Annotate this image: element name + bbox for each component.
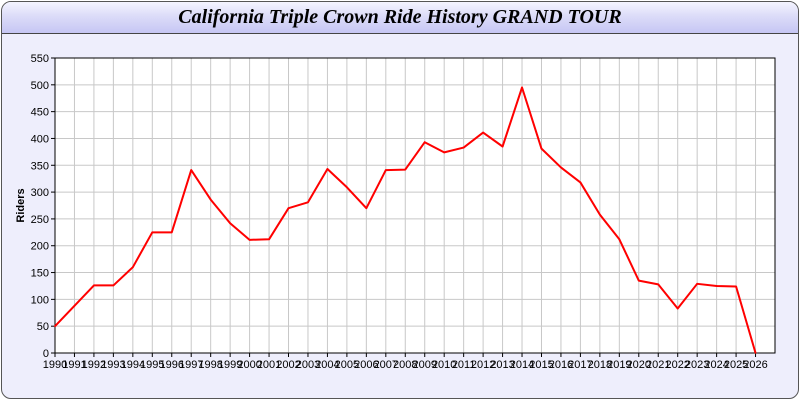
x-tick-label: 2023	[685, 359, 709, 371]
y-tick-label: 0	[43, 348, 49, 360]
y-tick-label: 150	[31, 268, 49, 280]
data-point	[657, 283, 660, 286]
data-point	[462, 146, 465, 149]
data-point	[170, 231, 173, 234]
x-tick-label: 2020	[627, 359, 651, 371]
x-tick-label: 1997	[179, 359, 203, 371]
data-point	[151, 231, 154, 234]
x-tick-label: 1993	[101, 359, 125, 371]
data-point	[385, 169, 387, 171]
x-tick-label: 1994	[121, 359, 145, 371]
data-point	[482, 131, 484, 134]
title-bar: California Triple Crown Ride History GRA…	[2, 2, 798, 34]
data-point	[93, 284, 95, 287]
y-tick-label: 100	[31, 294, 49, 306]
y-tick-label: 450	[31, 107, 49, 119]
data-point	[676, 307, 679, 310]
data-point	[540, 147, 543, 150]
x-tick-label: 1998	[198, 359, 222, 371]
x-tick-label: 2005	[335, 359, 359, 371]
x-tick-label: 2024	[704, 359, 728, 371]
x-tick-label: 2021	[646, 359, 670, 371]
y-axis-label: Riders	[15, 188, 27, 222]
x-tick-label: 2025	[724, 359, 748, 371]
y-tick-label: 200	[31, 241, 49, 253]
x-tick-label: 2013	[490, 359, 514, 371]
y-tick-label: 500	[31, 80, 49, 92]
x-tick-label: 2022	[665, 359, 689, 371]
x-tick-label: 1992	[82, 359, 106, 371]
x-tick-label: 2009	[412, 359, 436, 371]
x-tick-label: 2026	[743, 359, 767, 371]
data-point	[754, 352, 757, 354]
data-point	[248, 239, 251, 241]
x-tick-label: 2001	[257, 359, 281, 371]
x-tick-label: 2011	[452, 359, 476, 371]
data-point	[326, 168, 329, 170]
y-tick-label: 300	[31, 187, 49, 199]
plot-area	[55, 58, 775, 353]
x-tick-label: 2002	[276, 359, 300, 371]
x-tick-label: 1999	[218, 359, 242, 371]
x-tick-label: 2010	[432, 359, 456, 371]
data-point	[73, 305, 76, 307]
x-tick-label: 1990	[43, 359, 67, 371]
data-point	[190, 169, 193, 171]
data-point	[404, 168, 407, 171]
data-point	[735, 285, 737, 288]
data-point	[346, 186, 348, 189]
x-tick-label: 2012	[471, 359, 495, 371]
data-point	[54, 325, 56, 327]
x-tick-label: 2015	[529, 359, 553, 371]
data-point	[287, 207, 290, 209]
x-tick-label: 2007	[374, 359, 398, 371]
x-tick-label: 2019	[607, 359, 631, 371]
x-tick-label: 2004	[315, 359, 339, 371]
data-point	[268, 238, 270, 241]
data-point	[365, 207, 368, 209]
y-tick-label: 350	[31, 160, 49, 172]
x-tick-label: 1991	[62, 359, 86, 371]
data-point	[696, 283, 698, 285]
y-tick-label: 400	[31, 133, 49, 145]
data-point	[599, 213, 601, 216]
x-tick-label: 2014	[510, 359, 534, 371]
y-tick-label: 50	[37, 321, 49, 333]
data-point	[579, 181, 582, 184]
x-tick-label: 1995	[140, 359, 164, 371]
x-tick-label: 2000	[237, 359, 261, 371]
x-tick-label: 2018	[588, 359, 612, 371]
data-point	[307, 201, 309, 204]
y-tick-label: 550	[31, 53, 49, 65]
data-point	[209, 198, 212, 201]
x-tick-label: 2003	[296, 359, 320, 371]
x-tick-label: 2008	[393, 359, 417, 371]
data-point	[229, 222, 231, 224]
x-tick-label: 2006	[354, 359, 378, 371]
data-point	[521, 86, 523, 89]
chart-title: California Triple Crown Ride History GRA…	[178, 6, 622, 28]
data-point	[112, 284, 115, 287]
x-tick-label: 2017	[568, 359, 592, 371]
x-tick-label: 1996	[160, 359, 184, 371]
data-point	[132, 266, 134, 268]
data-point	[637, 279, 640, 282]
data-point	[423, 141, 426, 144]
y-tick-label: 250	[31, 214, 49, 226]
data-point	[618, 238, 621, 241]
plot-border	[54, 57, 776, 354]
data-point	[715, 285, 718, 287]
x-tick-label: 2016	[549, 359, 573, 371]
data-point	[443, 151, 445, 154]
data-point	[560, 166, 562, 169]
data-point	[501, 145, 504, 148]
